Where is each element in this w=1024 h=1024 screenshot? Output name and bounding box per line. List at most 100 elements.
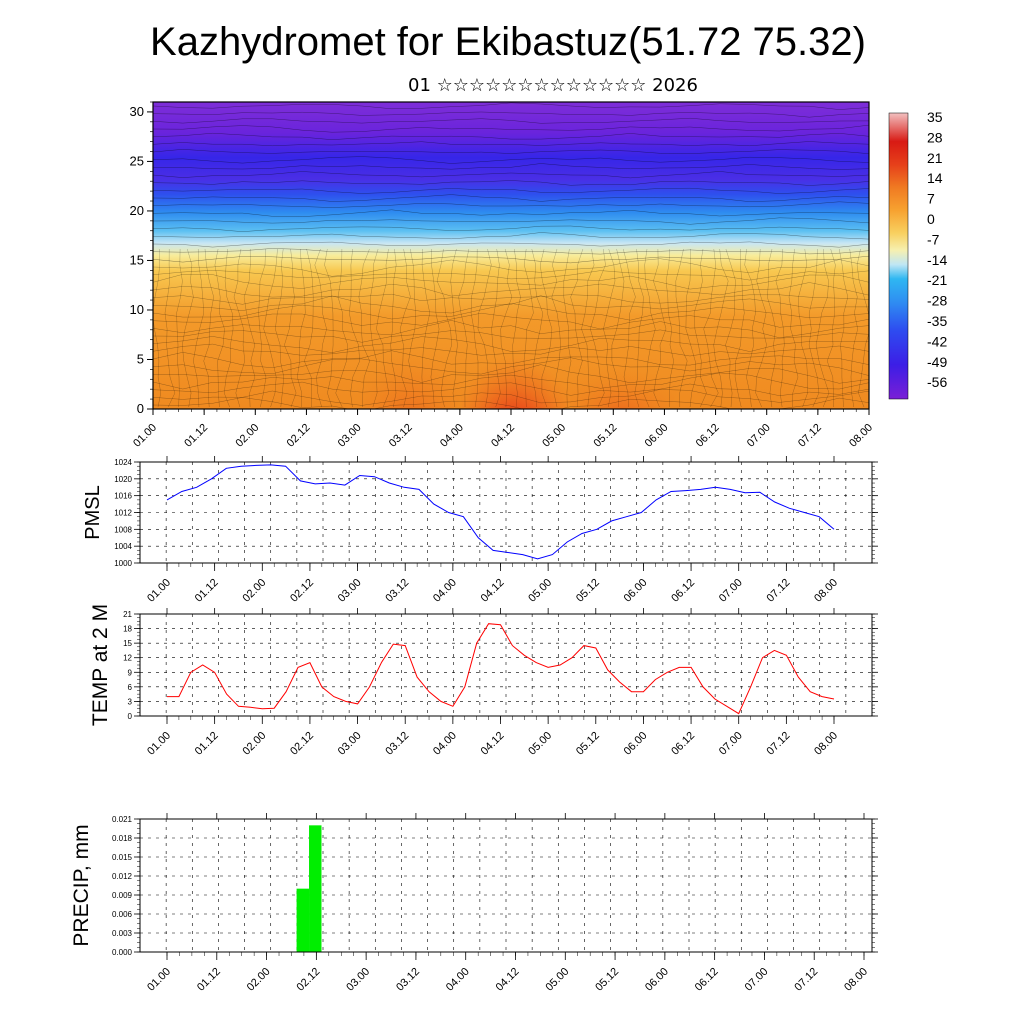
wind-streamline bbox=[153, 194, 869, 202]
colorbar-label: -42 bbox=[927, 333, 947, 349]
wind-streamline bbox=[214, 248, 225, 408]
wind-streamline bbox=[399, 248, 411, 408]
heatmap-x-tick-label: 04.00 bbox=[438, 422, 466, 450]
wind-streamline bbox=[570, 248, 584, 408]
wind-streamline bbox=[408, 248, 417, 408]
heatmap-x-tick-label: 05.00 bbox=[540, 422, 568, 450]
wind-streamline bbox=[643, 248, 656, 408]
wind-streamline bbox=[153, 156, 869, 164]
wind-streamline bbox=[304, 248, 314, 408]
wind-streamline bbox=[798, 248, 808, 408]
x-tick-label: 05.12 bbox=[593, 966, 621, 994]
pmsl-series-line bbox=[166, 464, 835, 560]
wind-streamline bbox=[458, 248, 470, 408]
x-tick-label: 06.00 bbox=[643, 966, 671, 994]
colorbar-label: 28 bbox=[927, 129, 943, 145]
wind-streamline bbox=[153, 187, 869, 194]
heatmap-x-tick-label: 01.00 bbox=[131, 422, 159, 450]
wind-streamline bbox=[775, 248, 785, 408]
x-tick-label: 03.00 bbox=[344, 966, 372, 994]
colorbar-label: 21 bbox=[927, 150, 943, 166]
x-tick-label: 06.00 bbox=[622, 730, 650, 758]
temp-panel: 0 3 6 9 12 15 18 21 01.00 01.12 02.00 02.12 03.00 03.… bbox=[89, 604, 878, 758]
x-tick-label: 01.12 bbox=[195, 966, 223, 994]
x-tick-label: 08.00 bbox=[812, 577, 840, 605]
chart-subtitle: 01 ☆☆☆☆☆☆☆☆☆☆☆☆☆ 2026 bbox=[408, 75, 698, 96]
wind-streamline bbox=[693, 248, 707, 408]
wind-streamline bbox=[153, 329, 869, 343]
colorbar-label: -56 bbox=[927, 374, 947, 390]
wind-streamline bbox=[581, 248, 595, 408]
x-tick-label: 03.12 bbox=[394, 966, 422, 994]
wind-streamline bbox=[153, 163, 869, 170]
wind-streamline bbox=[349, 248, 360, 408]
colorbar-label: -14 bbox=[927, 252, 947, 268]
wind-streamline bbox=[324, 248, 334, 408]
wind-streamline bbox=[164, 248, 176, 408]
wind-streamline bbox=[755, 248, 767, 408]
y-tick-label: 12 bbox=[123, 654, 132, 663]
wind-streamline bbox=[523, 248, 534, 408]
heatmap-x-tick-label: 03.00 bbox=[336, 422, 364, 450]
wind-streamline bbox=[611, 248, 625, 408]
heatmap-y-tick-label: 10 bbox=[130, 302, 144, 317]
wind-streamline bbox=[767, 248, 776, 408]
x-tick-label: 02.00 bbox=[240, 577, 268, 605]
wind-streamline bbox=[500, 248, 513, 408]
wind-streamline bbox=[153, 282, 869, 298]
heatmap-x-tick-label: 02.00 bbox=[233, 422, 261, 450]
wind-streamline bbox=[421, 248, 431, 408]
y-tick-label: 0.012 bbox=[112, 872, 133, 881]
wind-streamline bbox=[314, 248, 327, 408]
x-tick-label: 04.12 bbox=[479, 577, 507, 605]
x-tick-label: 02.12 bbox=[288, 730, 316, 758]
heatmap-x-tick-label: 01.12 bbox=[182, 422, 210, 450]
wind-streamline bbox=[734, 248, 745, 408]
heatmap-x-tick-label: 06.00 bbox=[643, 422, 671, 450]
y-tick-label: 1008 bbox=[114, 525, 132, 534]
wind-streamline bbox=[685, 248, 697, 408]
wind-streamline bbox=[430, 248, 440, 408]
chart-title: Kazhydromet for Ekibastuz(51.72 75.32) bbox=[150, 20, 866, 64]
wind-streamline bbox=[788, 248, 799, 408]
wind-streamline bbox=[258, 248, 267, 408]
y-tick-label: 21 bbox=[123, 610, 132, 619]
wind-streamline bbox=[531, 248, 544, 408]
colorbar-label: -49 bbox=[927, 354, 947, 370]
wind-streamline bbox=[744, 248, 756, 408]
x-tick-label: 07.00 bbox=[743, 966, 771, 994]
wind-streamline bbox=[153, 232, 869, 240]
precip-axis-label: PRECIP, mm bbox=[70, 824, 93, 946]
wind-streamline bbox=[153, 217, 869, 225]
wind-streamline bbox=[838, 248, 849, 408]
x-tick-label: 07.00 bbox=[717, 577, 745, 605]
wind-streamline bbox=[182, 248, 194, 408]
wind-streamline bbox=[539, 248, 553, 408]
precip-panel: 0.000 0.003 0.006 0.009 0.012 0.015 0.018 0.021… bbox=[70, 813, 878, 994]
y-tick-label: 1012 bbox=[114, 509, 132, 518]
x-tick-label: 02.12 bbox=[288, 577, 316, 605]
wind-streamline bbox=[243, 248, 256, 408]
y-tick-label: 0.021 bbox=[112, 815, 133, 824]
pmsl-axis-label: PMSL bbox=[82, 485, 104, 539]
y-tick-label: 1004 bbox=[114, 542, 132, 551]
y-tick-label: 9 bbox=[128, 668, 133, 677]
wind-streamline bbox=[153, 102, 869, 110]
x-tick-label: 06.12 bbox=[669, 577, 697, 605]
x-tick-label: 01.00 bbox=[145, 966, 173, 994]
wind-streamline bbox=[153, 343, 869, 357]
wind-streamline bbox=[491, 248, 501, 408]
wind-streamline bbox=[284, 248, 297, 408]
x-tick-label: 04.00 bbox=[431, 577, 459, 605]
x-tick-label: 01.12 bbox=[193, 730, 221, 758]
wind-streamline bbox=[223, 248, 234, 408]
wind-streamlines bbox=[153, 102, 869, 409]
colorbar: 35 28 21 14 7 0 -7 -14 -21 -28 -35 -42 -49 -56 bbox=[888, 109, 947, 400]
colorbar-label: 14 bbox=[927, 170, 943, 186]
y-tick-label: 1020 bbox=[114, 475, 132, 484]
colorbar-label: -21 bbox=[927, 272, 947, 288]
wind-streamline bbox=[275, 248, 285, 408]
x-tick-label: 01.00 bbox=[145, 577, 173, 605]
x-tick-label: 03.12 bbox=[383, 730, 411, 758]
